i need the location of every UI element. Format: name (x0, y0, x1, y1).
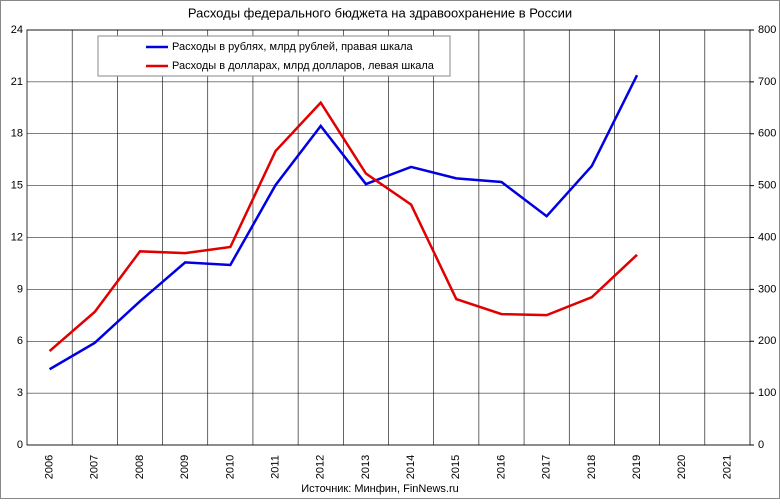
x-tick-label: 2007 (89, 455, 101, 479)
y-tick-label: 15 (11, 180, 23, 192)
y-tick-label: 3 (17, 387, 23, 399)
y2-tick-label: 600 (758, 128, 776, 140)
x-tick-label: 2006 (44, 455, 56, 479)
y-tick-label: 18 (11, 128, 23, 140)
legend-box (97, 35, 451, 77)
x-tick-label: 2020 (676, 455, 688, 479)
y2-tick-label: 800 (758, 24, 776, 36)
y-tick-label: 9 (17, 283, 23, 295)
x-tick-label: 2014 (405, 455, 417, 479)
y2-tick-label: 0 (758, 439, 764, 451)
y-tick-label: 12 (11, 231, 23, 243)
x-tick-label: 2016 (495, 455, 507, 479)
x-tick-label: 2018 (586, 455, 598, 479)
chart-title: Расходы федерального бюджета на здравоох… (188, 5, 572, 20)
y-tick-label: 21 (11, 76, 23, 88)
series-line (48, 74, 639, 371)
legend-label: Расходы в рублях, млрд рублей, правая шк… (172, 41, 414, 53)
x-tick-label: 2015 (450, 455, 462, 479)
x-tick-label: 2021 (721, 455, 733, 479)
y-tick-label: 0 (17, 439, 23, 451)
y2-tick-label: 400 (758, 231, 776, 243)
x-tick-label: 2019 (631, 455, 643, 479)
source: Источник: Минфин, FinNews.ru (301, 483, 458, 495)
y2-tick-label: 100 (758, 387, 776, 399)
y2-tick-label: 300 (758, 283, 776, 295)
legend-label: Расходы в долларах, млрд долларов, левая… (172, 60, 435, 72)
y2-tick-label: 200 (758, 335, 776, 347)
x-tick-label: 2013 (360, 455, 372, 479)
x-tick-label: 2017 (541, 455, 553, 479)
y2-tick-label: 700 (758, 76, 776, 88)
x-tick-label: 2012 (315, 455, 327, 479)
y-tick-label: 6 (17, 335, 23, 347)
x-tick-label: 2011 (269, 455, 281, 479)
y-tick-label: 24 (11, 24, 23, 36)
series-line (48, 100, 638, 353)
x-tick-label: 2010 (224, 455, 236, 479)
x-tick-label: 2009 (179, 455, 191, 479)
y2-tick-label: 500 (758, 180, 776, 192)
x-tick-label: 2008 (134, 455, 146, 479)
